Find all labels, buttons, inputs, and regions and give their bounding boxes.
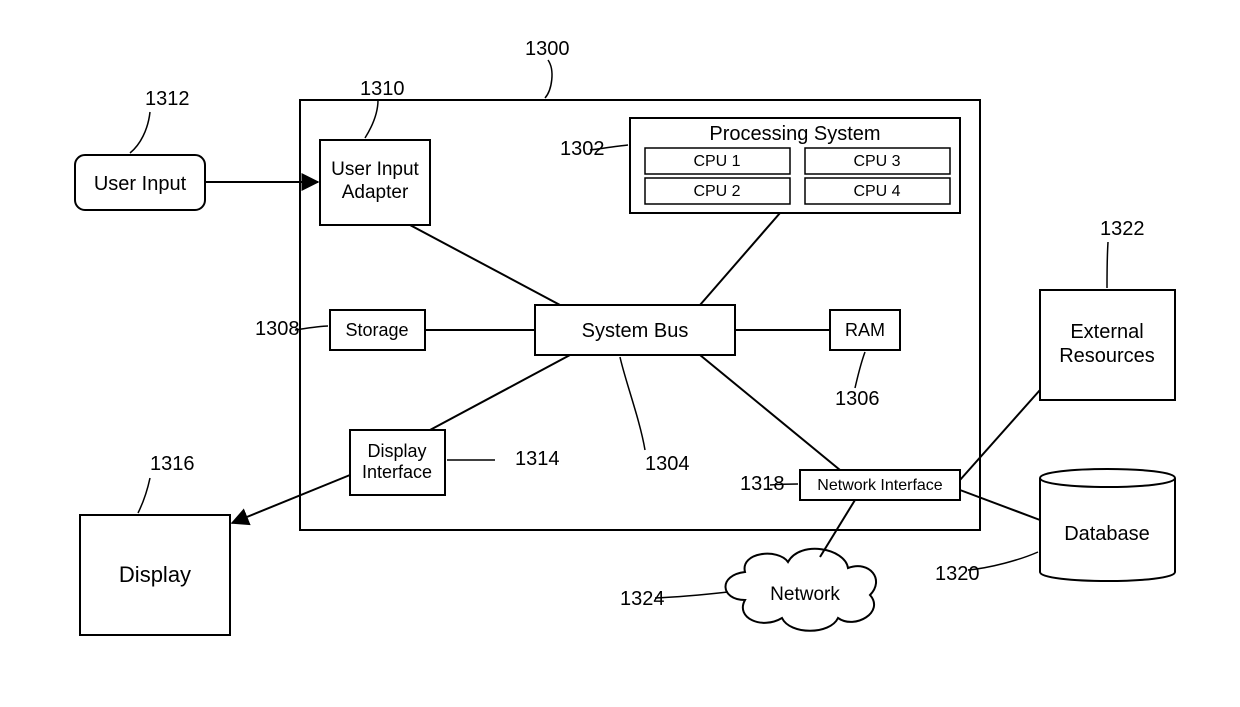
system-bus-label: System Bus xyxy=(582,320,689,342)
ref-1320: 1320 xyxy=(935,563,980,585)
ref-1312: 1312 xyxy=(145,88,190,110)
cpu1-label: CPU 1 xyxy=(693,153,740,170)
processing-system-label: Processing System xyxy=(709,123,880,145)
display-label: Display xyxy=(119,562,191,587)
user-input-adapter-label-1: User Input xyxy=(331,159,419,180)
user-input-label: User Input xyxy=(94,173,187,195)
lead-1300 xyxy=(545,60,552,98)
ref-1310: 1310 xyxy=(360,78,405,100)
cpu4-label: CPU 4 xyxy=(853,183,900,200)
ref-1324: 1324 xyxy=(620,588,665,610)
storage-label: Storage xyxy=(345,320,408,340)
display-interface-label-2: Interface xyxy=(362,462,432,482)
display-interface-label-1: Display xyxy=(367,441,426,461)
ref-1308: 1308 xyxy=(255,318,300,340)
cpu3-label: CPU 3 xyxy=(853,153,900,170)
network-interface-label: Network Interface xyxy=(817,477,942,494)
network-label: Network xyxy=(770,584,840,605)
database-label: Database xyxy=(1064,523,1150,545)
lead-1316 xyxy=(138,478,150,513)
external-resources-label-2: Resources xyxy=(1059,345,1155,367)
ref-1306: 1306 xyxy=(835,388,880,410)
system-architecture-diagram: User Input User Input Adapter Processing… xyxy=(0,0,1240,707)
ref-1316: 1316 xyxy=(150,453,195,475)
ref-1300: 1300 xyxy=(525,38,570,60)
ref-1314: 1314 xyxy=(515,448,560,470)
ram-label: RAM xyxy=(845,320,885,340)
ref-1322: 1322 xyxy=(1100,218,1145,240)
ref-1304: 1304 xyxy=(645,453,690,475)
ref-1302: 1302 xyxy=(560,138,605,160)
lead-1322 xyxy=(1107,242,1108,288)
user-input-adapter-label-2: Adapter xyxy=(342,182,409,203)
external-resources-label-1: External xyxy=(1070,321,1143,343)
lead-1324 xyxy=(655,592,728,598)
lead-1312 xyxy=(130,112,150,153)
ref-1318: 1318 xyxy=(740,473,785,495)
cpu2-label: CPU 2 xyxy=(693,183,740,200)
